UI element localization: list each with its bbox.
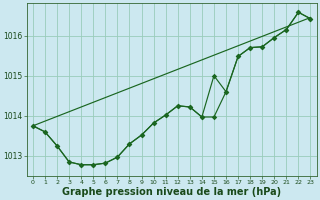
X-axis label: Graphe pression niveau de la mer (hPa): Graphe pression niveau de la mer (hPa)	[62, 187, 281, 197]
